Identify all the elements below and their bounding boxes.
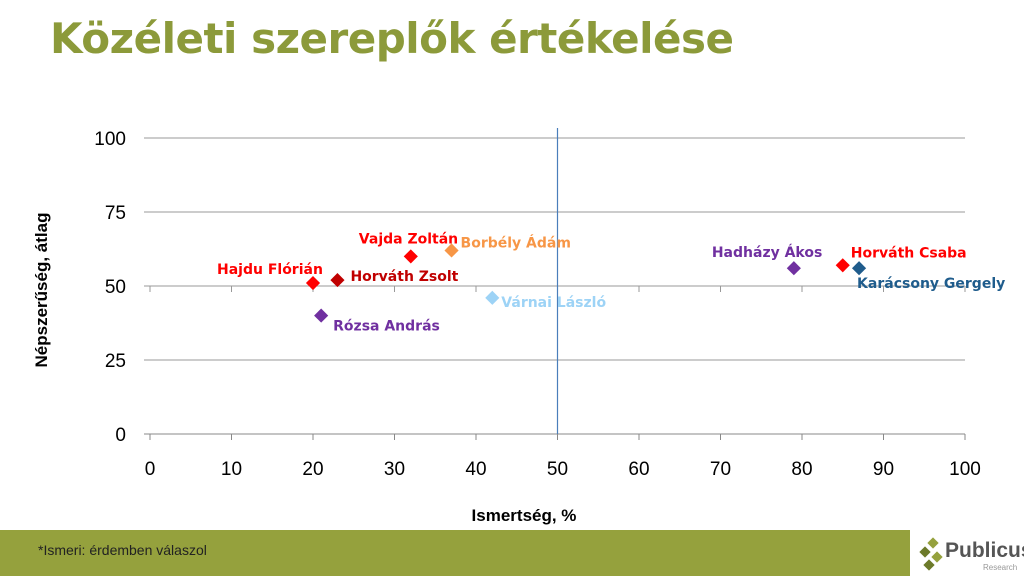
x-axis-label: Ismertség, % bbox=[472, 506, 577, 525]
data-point bbox=[314, 308, 329, 323]
data-point bbox=[403, 249, 418, 264]
data-label: Karácsony Gergely bbox=[857, 276, 1005, 292]
y-tick-label: 50 bbox=[105, 277, 126, 298]
data-point bbox=[305, 275, 321, 291]
data-label: Borbély Ádám bbox=[461, 234, 571, 251]
data-point bbox=[786, 261, 801, 276]
x-tick-label: 20 bbox=[302, 459, 323, 480]
footnote: *Ismeri: érdemben válaszol bbox=[38, 542, 207, 558]
data-label: Horváth Csaba bbox=[851, 245, 967, 261]
x-tick-label: 50 bbox=[547, 459, 568, 480]
footer-bar bbox=[0, 530, 910, 576]
data-label: Vajda Zoltán bbox=[359, 231, 458, 247]
y-axis-label: Népszerűség, átlag bbox=[32, 213, 51, 368]
data-label: Rózsa András bbox=[333, 319, 440, 335]
y-tick-label: 0 bbox=[115, 425, 126, 446]
data-point bbox=[851, 261, 867, 276]
data-label: Hajdu Flórián bbox=[217, 262, 323, 278]
y-tick-label: 100 bbox=[94, 129, 126, 150]
x-tick-label: 60 bbox=[628, 459, 649, 480]
x-tick-label: 30 bbox=[384, 459, 405, 480]
data-point bbox=[485, 290, 500, 305]
x-tick-label: 70 bbox=[710, 459, 731, 480]
data-label: Várnai László bbox=[501, 295, 606, 311]
publicus-logo: Publicus Research bbox=[915, 535, 1024, 576]
x-tick-label: 80 bbox=[791, 459, 812, 480]
x-tick-label: 40 bbox=[465, 459, 486, 480]
y-tick-label: 75 bbox=[105, 203, 126, 224]
logo-sub: Research bbox=[983, 563, 1018, 572]
y-tick-label: 25 bbox=[105, 351, 126, 372]
data-point bbox=[330, 273, 345, 288]
logo-name: Publicus bbox=[945, 539, 1024, 562]
page-title: Közéleti szereplők értékelése bbox=[50, 14, 734, 63]
x-tick-label: 90 bbox=[873, 459, 894, 480]
logo-icon bbox=[919, 537, 943, 571]
scatter-chart: 0 25 50 75 100 0 10 20 30 40 50 60 70 80 90 100 Ismertsé… bbox=[32, 128, 1005, 525]
x-tick-label: 0 bbox=[145, 459, 156, 480]
data-label: Horváth Zsolt bbox=[350, 269, 458, 285]
x-tick-label: 100 bbox=[949, 459, 981, 480]
data-point bbox=[444, 243, 459, 258]
data-label: Hadházy Ákos bbox=[712, 244, 822, 261]
data-point bbox=[835, 258, 850, 273]
x-tick-label: 10 bbox=[221, 459, 242, 480]
